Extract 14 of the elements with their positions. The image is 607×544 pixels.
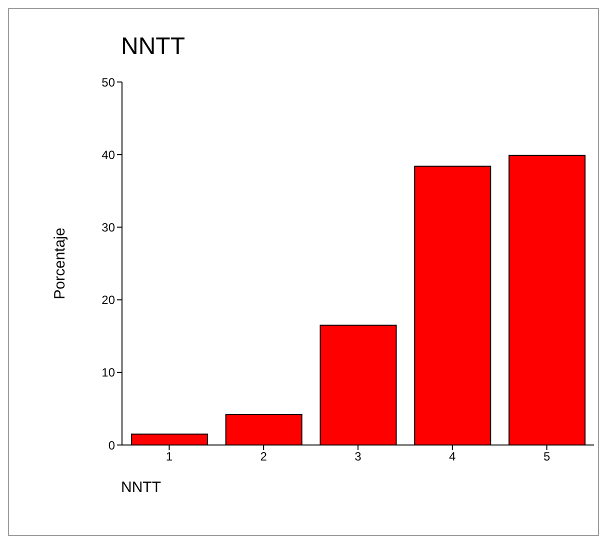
x-tick-label: 3 <box>354 450 362 464</box>
y-tick-label: 0 <box>108 438 116 452</box>
y-tick-label: 10 <box>102 366 116 380</box>
x-tick-label: 1 <box>166 450 173 464</box>
y-tick-label: 20 <box>102 293 116 308</box>
y-tick-label: 50 <box>102 75 116 90</box>
x-tick-label: 2 <box>260 450 268 464</box>
y-axis-title: Porcentaje <box>51 228 68 300</box>
y-tick-label: 30 <box>102 220 116 234</box>
chart-title: NNTT <box>121 33 185 61</box>
x-axis-title: NNTT <box>121 479 161 496</box>
x-tick-label: 4 <box>449 450 456 464</box>
x-tick-label: 5 <box>543 450 550 464</box>
y-tick-label: 40 <box>102 148 116 162</box>
